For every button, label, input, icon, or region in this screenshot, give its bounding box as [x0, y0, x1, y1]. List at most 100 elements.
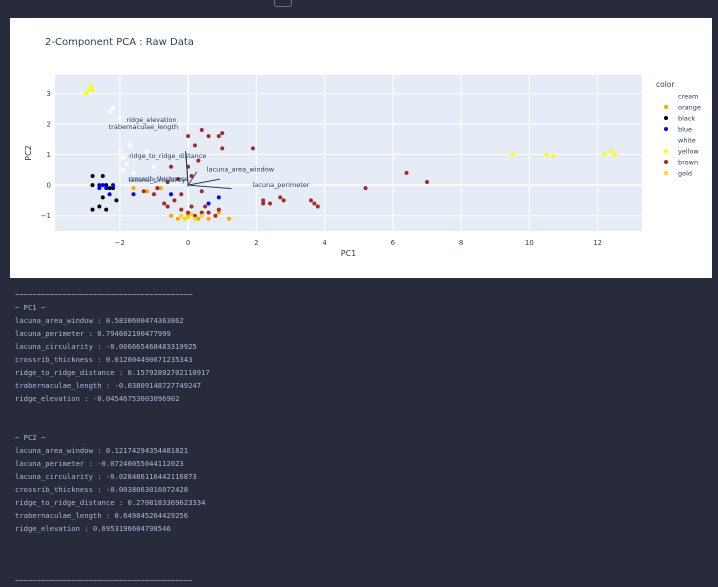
scatter-point-brown	[316, 205, 320, 209]
scatter-point-brown	[268, 201, 272, 205]
console-line: trabernaculae_length : -0.03809148727749…	[15, 379, 705, 392]
scatter-point-blue	[108, 192, 112, 196]
scatter-point-black	[91, 183, 95, 187]
scatter-point-black	[104, 208, 108, 212]
scatter-point-black	[91, 174, 95, 178]
scatter-point-cream	[125, 162, 129, 166]
scatter-point-cream	[108, 110, 112, 114]
scatter-point-brown	[179, 208, 183, 212]
scatter-point-black	[101, 195, 105, 199]
scatter-point-brown	[169, 165, 173, 169]
console-line	[15, 561, 705, 574]
scatter-point-orange	[145, 189, 149, 193]
scatter-point-brown	[405, 171, 409, 175]
scatter-point-white	[152, 165, 156, 169]
scatter-point-brown	[155, 186, 159, 190]
console-line: ridge_elevation : 0.6953196604798546	[15, 522, 705, 535]
scatter-point-orange	[176, 217, 180, 221]
scatter-point-brown	[213, 214, 217, 218]
console-line	[15, 548, 705, 561]
scatter-point-brown	[220, 131, 224, 135]
scatter-point-blue	[217, 195, 221, 199]
legend-marker-white	[664, 138, 668, 142]
scatter-point-black	[97, 205, 101, 209]
scatter-point-orange	[159, 186, 163, 190]
console-line: ridge_to_ridge_distance : 0.270818336962…	[15, 496, 705, 509]
scatter-point-brown	[364, 186, 368, 190]
scatter-point-gold	[179, 214, 183, 218]
scatter-point-black	[108, 186, 112, 190]
scatter-point-black	[101, 174, 105, 178]
loading-label: trabernaculae_length	[109, 123, 178, 131]
scatter-point-cream	[111, 107, 115, 111]
scatter-point-yellow	[613, 153, 617, 157]
scatter-point-brown	[166, 205, 170, 209]
scatter-point-brown	[172, 198, 176, 202]
legend-label-cream: cream	[678, 93, 698, 101]
console-line: ~ PC2 ~	[15, 431, 705, 444]
legend-marker-brown	[664, 160, 668, 164]
scatter-point-black	[114, 198, 118, 202]
legend-label-brown: brown	[678, 159, 698, 167]
scatter-point-cream	[128, 143, 132, 147]
y-tick-label: 1	[47, 151, 51, 159]
x-tick-label: 4	[322, 239, 327, 247]
scatter-point-brown	[251, 146, 255, 150]
scatter-point-brown	[207, 211, 211, 215]
scatter-point-blue	[207, 201, 211, 205]
console-line	[15, 405, 705, 418]
x-tick-label: 2	[254, 239, 258, 247]
loading-label: ridge_to_ridge_distance	[129, 152, 206, 160]
scatter-point-brown	[200, 128, 204, 132]
console-line: lacuna_circularity : -0.0066654684833199…	[15, 340, 705, 353]
console-line: trabernaculae_length : 0.649845264429256	[15, 509, 705, 522]
scatter-point-brown	[217, 134, 221, 138]
scatter-point-black	[91, 208, 95, 212]
x-axis-label: PC1	[341, 249, 357, 258]
y-tick-label: 2	[47, 120, 51, 128]
console-line: ~ PC1 ~	[15, 301, 705, 314]
scatter-point-yellow	[91, 88, 95, 92]
scatter-point-brown	[312, 201, 316, 205]
legend-label-gold: gold	[678, 170, 692, 178]
scatter-point-brown	[425, 180, 429, 184]
console-line: ~~~~~~~~~~~~~~~~~~~~~~~~~~~~~~~~~~~~~~~~…	[15, 288, 705, 301]
legend-marker-blue	[664, 127, 668, 131]
scatter-point-brown	[217, 208, 221, 212]
scatter-point-blue	[97, 183, 101, 187]
scatter-point-orange	[169, 214, 173, 218]
console-line: crossrib_thickness : 0.01200449067123534…	[15, 353, 705, 366]
scatter-point-brown	[179, 192, 183, 196]
x-tick-label: 8	[459, 239, 463, 247]
scatter-point-gold	[190, 212, 194, 216]
scatter-point-orange	[196, 217, 200, 221]
scatter-point-yellow	[609, 149, 613, 153]
legend-marker-cream	[664, 94, 668, 98]
y-tick-label: −1	[41, 212, 51, 220]
scatter-point-brown	[142, 189, 146, 193]
console-line	[15, 535, 705, 548]
scatter-point-gold	[200, 214, 204, 218]
scatter-point-brown	[186, 134, 190, 138]
loading-label: lacuna_area_window	[207, 166, 275, 174]
scatter-point-blue	[104, 186, 108, 190]
x-tick-label: 6	[391, 239, 396, 247]
scatter-point-brown	[261, 201, 265, 205]
scatter-point-cream	[121, 156, 125, 160]
scatter-point-blue	[169, 192, 173, 196]
scatter-point-brown	[162, 201, 166, 205]
loading-label: ridge_elevation	[126, 116, 176, 124]
x-tick-label: 0	[186, 239, 190, 247]
console-line: lacuna_circularity : -0.0284861164421168…	[15, 470, 705, 483]
scatter-point-gold	[193, 217, 197, 221]
legend-marker-gold	[664, 171, 668, 175]
console-line: lacuna_area_window : 0.12174294354481821	[15, 444, 705, 457]
loading-label: crossrib_thickness	[128, 175, 188, 183]
scatter-point-yellow	[89, 84, 93, 88]
console-line: lacuna_perimeter : -0.07240055044112023	[15, 457, 705, 470]
y-tick-label: 3	[47, 90, 51, 98]
console-line: lacuna_area_window : 0.5830600474363862	[15, 314, 705, 327]
scatter-point-cream	[121, 168, 125, 172]
